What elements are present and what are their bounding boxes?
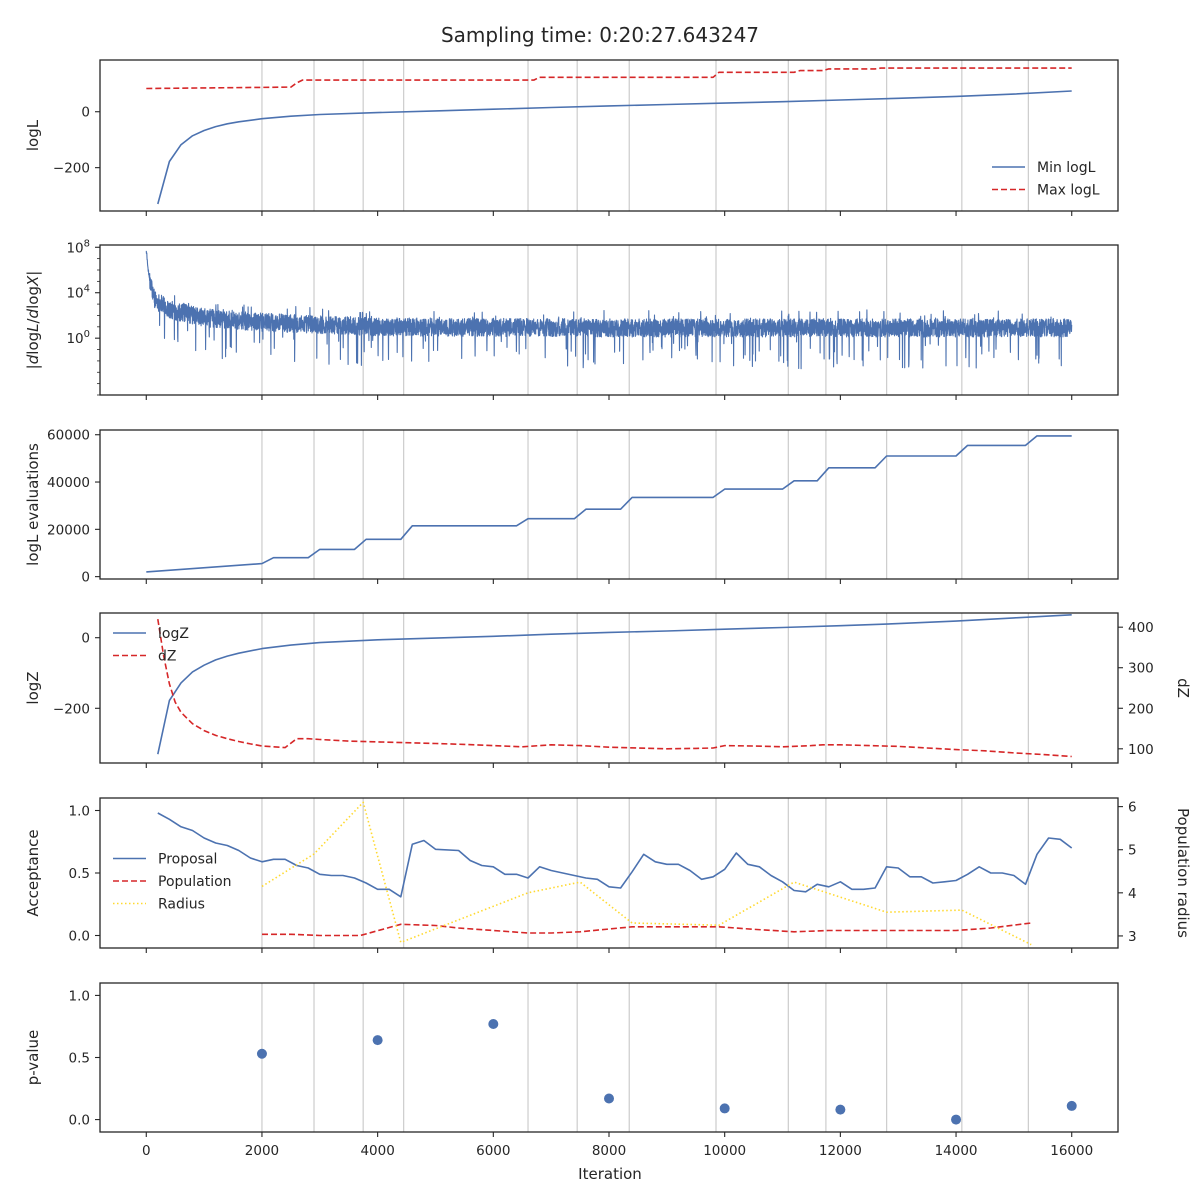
y-tick-label: 0.5 [69,1051,90,1067]
x-tick-label: 6000 [476,1143,510,1159]
pvalue-point [256,1048,267,1059]
plot-area-logl [146,67,1072,205]
plot-area-evals [146,435,1072,573]
x-tick-label: 12000 [819,1143,862,1159]
logz-series [157,614,1072,755]
panel-accept: 0.0 0.5 1.0 3 4 5 6 Acceptance Population radius… [24,797,1192,953]
x-tick-label: 0 [142,1143,151,1159]
y-right-tick-label: 4 [1128,886,1137,902]
series-series [145,250,1073,370]
pvalue-point [951,1114,962,1125]
legend-label: Max logL [1037,183,1100,199]
x-axis-label: Iteration [578,1165,642,1183]
y-tick-label: 0.5 [69,866,90,882]
y-tick-label: 0 [81,631,90,647]
y-axis-label: logL evaluations [24,443,42,566]
legend-label: logZ [158,626,189,642]
panels: 0 −200 logL Min logL Max logL 108104100|dlogL… [24,59,1192,1159]
legend-label: Min logL [1037,160,1096,176]
plot-area-logz [157,614,1072,758]
population-series [262,922,1032,937]
max-logl-series [146,67,1072,90]
y-axis-label: Acceptance [24,829,42,916]
x-tick-label: 8000 [592,1143,626,1159]
x-tick-label: 14000 [935,1143,978,1159]
x-tick-label: 2000 [245,1143,279,1159]
y-tick-label: 1.0 [69,804,90,820]
plot-area-dlogl [145,250,1073,370]
y-axis-label: |dlogL/dlogX| [24,271,42,370]
y-tick-label: 0 [81,105,90,121]
pvalue-point [835,1104,846,1115]
y-axis-label: logL [24,119,42,151]
legend-label: Proposal [158,852,217,868]
series-series [146,435,1072,573]
y-tick-label: 20000 [47,522,90,538]
figure-title: Sampling time: 0:20:27.643247 [441,23,759,47]
pvalue-point [719,1103,730,1114]
y-axis-label: logZ [24,671,42,704]
y-right-axis-label: dZ [1174,678,1192,698]
y-tick-label: 0.0 [69,929,90,945]
panel-logl: 0 −200 logL Min logL Max logL [24,59,1119,216]
pvalue-point [372,1035,383,1046]
y-right-tick-label: 3 [1128,929,1137,945]
y-tick-label: −200 [53,701,90,717]
y-right-tick-label: 200 [1128,701,1154,717]
y-tick-label: 0.0 [69,1113,90,1129]
legend-label: Population [158,874,232,890]
y-right-tick-label: 6 [1128,800,1137,816]
pvalue-point [1066,1100,1077,1111]
y-right-tick-label: 5 [1128,843,1137,859]
y-right-tick-label: 400 [1128,620,1154,636]
legend-label: dZ [158,649,176,665]
plot-area-accept [157,801,1073,946]
panel-pvalue: 0 2000 4000 6000 8000 10000 12000 14000 16000 0.0… [24,982,1119,1159]
y-axis-label: p-value [24,1030,42,1086]
y-tick-label: 0 [81,570,90,586]
y-tick-label: 60000 [47,428,90,444]
pvalue-point [604,1093,614,1104]
y-right-tick-label: 300 [1128,661,1154,677]
pvalue-point [488,1018,499,1029]
proposal-series [157,812,1073,898]
y-tick-label: 40000 [47,475,90,491]
x-tick-label: 10000 [703,1143,746,1159]
y-right-tick-label: 100 [1128,742,1154,758]
x-tick-label: 4000 [360,1143,394,1159]
x-tick-label: 16000 [1050,1143,1093,1159]
y-right-axis-label: Population radius [1174,808,1192,938]
y-tick-label: −200 [53,161,90,177]
panel-evals: 0 20000 40000 60000 logL evaluations [24,428,1119,586]
panel-logz: 0 −200 100 200 300 400 logZ dZ logZ dZ [24,612,1192,768]
min-logl-series [157,90,1072,205]
radius-series [261,801,1032,946]
y-tick-label: 1.0 [69,988,90,1004]
dz-series [157,618,1072,758]
legend-label: Radius [158,897,205,913]
